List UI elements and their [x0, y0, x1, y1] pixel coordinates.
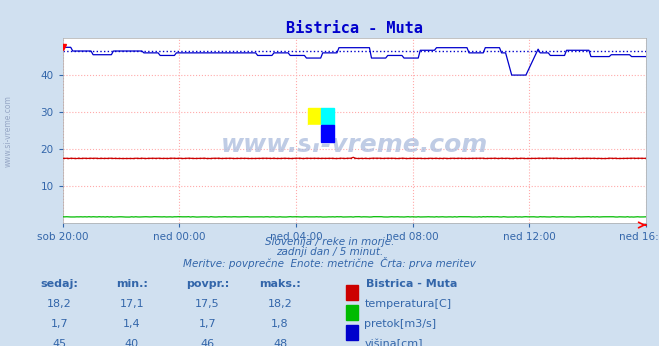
Text: Meritve: povprečne  Enote: metrične  Črta: prva meritev: Meritve: povprečne Enote: metrične Črta:…: [183, 257, 476, 269]
Text: pretok[m3/s]: pretok[m3/s]: [364, 319, 436, 329]
Text: 45: 45: [52, 339, 67, 346]
Text: maks.:: maks.:: [259, 279, 301, 289]
Text: 18,2: 18,2: [268, 299, 293, 309]
Text: zadnji dan / 5 minut.: zadnji dan / 5 minut.: [276, 247, 383, 257]
Text: 1,8: 1,8: [272, 319, 289, 329]
Text: 1,4: 1,4: [123, 319, 140, 329]
Text: 1,7: 1,7: [199, 319, 216, 329]
Text: 48: 48: [273, 339, 287, 346]
Text: 1,7: 1,7: [51, 319, 68, 329]
Text: povpr.:: povpr.:: [186, 279, 229, 289]
Text: min.:: min.:: [116, 279, 148, 289]
Text: višina[cm]: višina[cm]: [364, 339, 423, 346]
Text: sedaj:: sedaj:: [40, 279, 78, 289]
Text: temperatura[C]: temperatura[C]: [364, 299, 451, 309]
Text: 46: 46: [200, 339, 215, 346]
Text: 17,1: 17,1: [119, 299, 144, 309]
Text: 40: 40: [125, 339, 139, 346]
Text: 17,5: 17,5: [195, 299, 220, 309]
Text: Bistrica - Muta: Bistrica - Muta: [366, 279, 457, 289]
Text: 18,2: 18,2: [47, 299, 72, 309]
Title: Bistrica - Muta: Bistrica - Muta: [286, 20, 422, 36]
Text: Slovenija / reke in morje.: Slovenija / reke in morje.: [265, 237, 394, 247]
Text: www.si-vreme.com: www.si-vreme.com: [4, 95, 13, 167]
Text: www.si-vreme.com: www.si-vreme.com: [221, 134, 488, 157]
